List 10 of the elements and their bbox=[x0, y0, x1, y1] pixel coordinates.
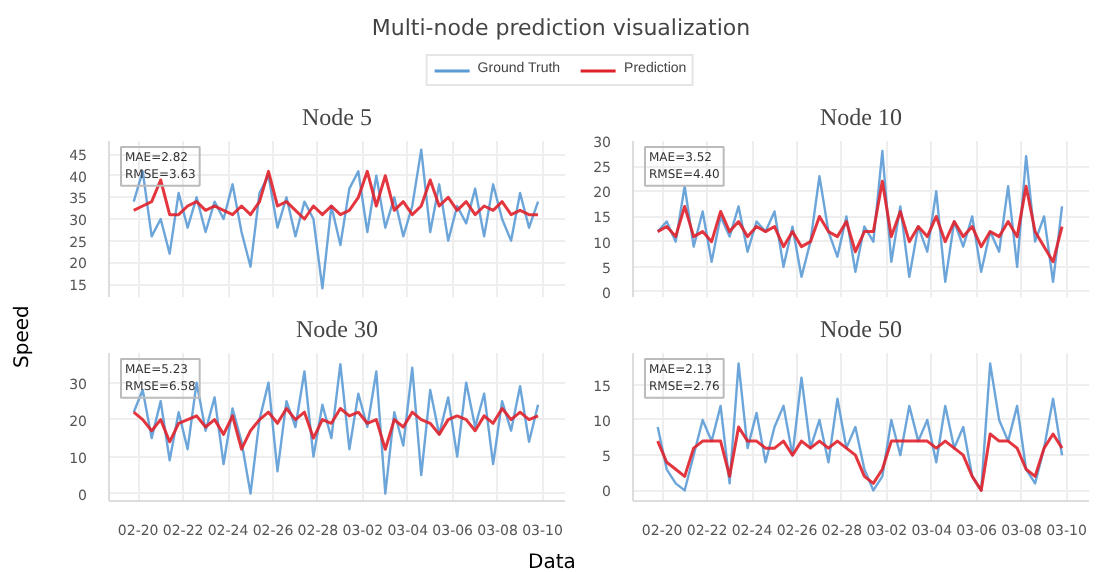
chart-title: Node 30 bbox=[296, 315, 379, 343]
text: Multi-node prediction visualization bbox=[371, 15, 751, 41]
chart-title: Node 5 bbox=[302, 103, 373, 131]
text: Data bbox=[528, 550, 576, 572]
line-series bbox=[132, 407, 540, 451]
chart-title: Node 50 bbox=[820, 315, 903, 343]
text: Speed bbox=[10, 305, 36, 368]
chart-title: Node 10 bbox=[820, 103, 903, 131]
line-series bbox=[656, 179, 1064, 264]
line-series bbox=[656, 425, 1064, 492]
